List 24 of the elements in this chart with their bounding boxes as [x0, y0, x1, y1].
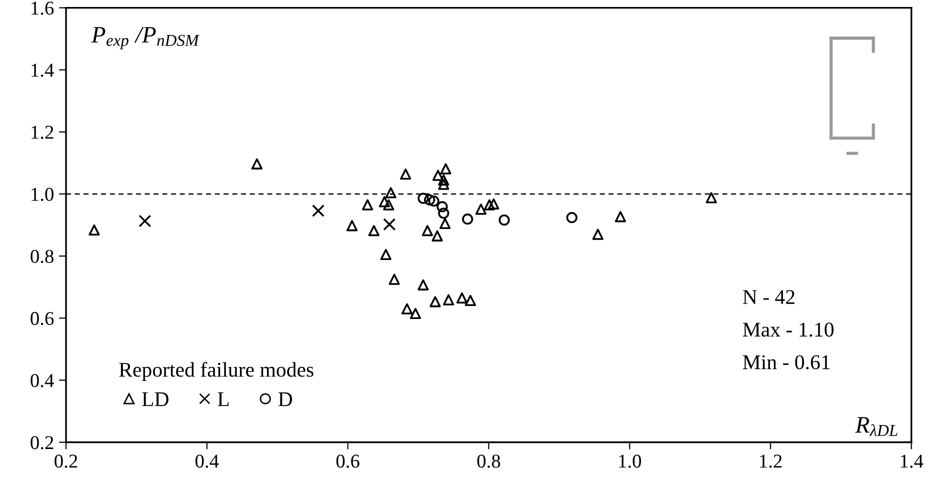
x-tick-label: 1.4 [900, 454, 924, 468]
x-tick-label: 1.2 [760, 454, 782, 468]
y-tick-label: 0.6 [30, 312, 54, 326]
y-tick-label: 0.8 [30, 250, 54, 264]
legend-label: LD [142, 392, 168, 406]
y-tick-label: 1.0 [32, 188, 54, 202]
annotation: N - 42 [742, 290, 794, 304]
x-tick-label: 0.2 [54, 454, 78, 468]
annotation: Max - 1.10 [742, 322, 834, 337]
y-tick-label: 1.4 [32, 64, 54, 77]
legend-label: L [218, 392, 229, 406]
legend-label: D [278, 392, 292, 406]
y-tick-label: 1.6 [32, 2, 54, 15]
y-tick-label: 0.4 [30, 374, 54, 388]
x-tick-label: 0.4 [196, 454, 219, 468]
y-axis-title: P$_{exp}$ /P$_{nDSM}$ [91, 26, 200, 50]
annotation: Min - 0.61 [742, 355, 830, 370]
y-tick-label: 0.2 [30, 436, 54, 450]
x-axis-title: R$_{λDL}$ [855, 417, 898, 436]
y-tick-label: 1.2 [32, 126, 54, 139]
x-tick-label: 0.8 [477, 454, 500, 468]
x-tick-label: 1.0 [619, 454, 642, 468]
x-tick-label: 0.6 [336, 454, 360, 468]
legend-title: Reported failure modes [119, 362, 314, 382]
